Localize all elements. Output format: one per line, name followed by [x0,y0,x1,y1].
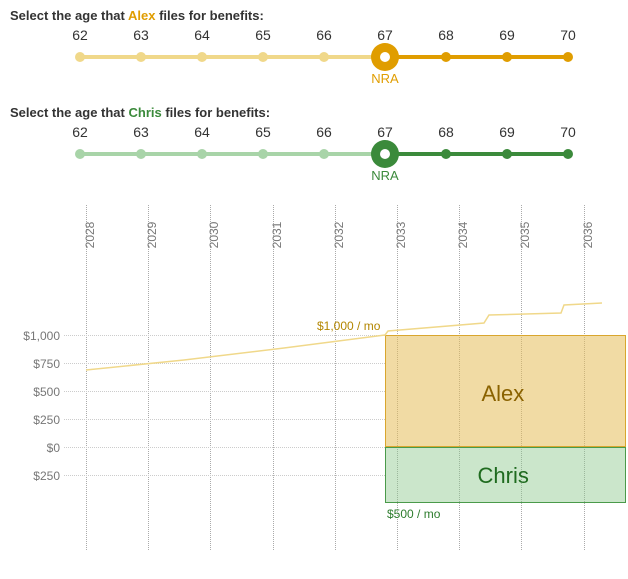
age-tick: 63 [131,124,151,140]
track-dot[interactable] [258,52,268,62]
prompt-alex: Select the age that Alex files for benef… [0,0,628,27]
age-tick: 62 [70,27,90,43]
nra-label: NRA [371,168,398,183]
slider-chris[interactable]: 62 63 64 65 66 67 68 69 70 NRA [0,124,628,194]
track-dot[interactable] [563,149,573,159]
prompt-text: files for benefits: [155,8,263,23]
age-tick: 63 [131,27,151,43]
name-chris: Chris [128,105,161,120]
y-tick-label: $750 [0,357,60,371]
slider-alex[interactable]: 62 63 64 65 66 67 68 69 70 NRA [0,27,628,97]
y-tick-label: $250 [0,413,60,427]
slider-handle[interactable] [371,140,399,168]
slider-ticks-alex: 62 63 64 65 66 67 68 69 70 [70,27,578,43]
age-tick: 64 [192,27,212,43]
track-dot[interactable] [75,52,85,62]
track-dot[interactable] [258,149,268,159]
nra-label: NRA [371,71,398,86]
track-dot[interactable] [197,149,207,159]
age-tick: 69 [497,27,517,43]
track-dot[interactable] [441,52,451,62]
prompt-text: Select the age that [10,8,128,23]
track-dot[interactable] [502,149,512,159]
age-tick: 69 [497,124,517,140]
prompt-text: files for benefits: [162,105,270,120]
age-tick: 64 [192,124,212,140]
age-tick: 66 [314,124,334,140]
slider-handle-inner [380,52,390,62]
region-label-chris: Chris [478,463,529,489]
age-tick: 65 [253,124,273,140]
track-strong [385,55,568,59]
track-dot[interactable] [319,52,329,62]
slider-track-alex[interactable]: NRA [80,49,568,65]
prompt-text: Select the age that [10,105,128,120]
track-dot[interactable] [136,52,146,62]
age-tick: 62 [70,124,90,140]
y-tick-label: $0 [0,441,60,455]
y-tick-label: $500 [0,385,60,399]
alex-benefit-line [64,205,624,550]
chart: 202820292030203120322033203420352036 $1,… [0,205,628,575]
track-dot[interactable] [319,149,329,159]
track-light [80,55,385,59]
track-light [80,152,385,156]
slider-ticks-chris: 62 63 64 65 66 67 68 69 70 [70,124,578,140]
age-tick: 65 [253,27,273,43]
prompt-chris: Select the age that Chris files for bene… [0,97,628,124]
age-tick: 70 [558,124,578,140]
track-dot[interactable] [75,149,85,159]
track-dot[interactable] [197,52,207,62]
age-tick: 68 [436,27,456,43]
region-label-alex: Alex [482,381,525,407]
y-tick-label: $1,000 [0,329,60,343]
y-tick-label: $250 [0,469,60,483]
track-dot[interactable] [441,149,451,159]
age-tick: 67 [375,27,395,43]
track-dot[interactable] [136,149,146,159]
slider-track-chris[interactable]: NRA [80,146,568,162]
name-alex: Alex [128,8,155,23]
track-strong [385,152,568,156]
monthly-label-chris: $500 / mo [387,507,440,521]
age-tick: 70 [558,27,578,43]
age-tick: 68 [436,124,456,140]
track-dot[interactable] [502,52,512,62]
age-tick: 67 [375,124,395,140]
age-tick: 66 [314,27,334,43]
track-dot[interactable] [563,52,573,62]
slider-handle-inner [380,149,390,159]
slider-handle[interactable] [371,43,399,71]
monthly-label-alex: $1,000 / mo [317,319,380,333]
